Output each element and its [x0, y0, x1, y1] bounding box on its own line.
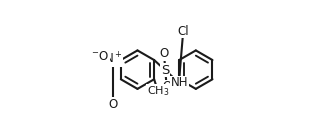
Text: NH: NH [171, 76, 188, 89]
Text: S: S [161, 64, 170, 77]
Text: Cl: Cl [177, 25, 189, 38]
Text: N$^+$: N$^+$ [104, 51, 122, 67]
Text: O: O [159, 47, 169, 60]
Text: CH$_3$: CH$_3$ [147, 84, 169, 98]
Text: O: O [162, 80, 171, 93]
Text: $^{-}$O: $^{-}$O [92, 50, 109, 63]
Text: O: O [108, 98, 117, 111]
